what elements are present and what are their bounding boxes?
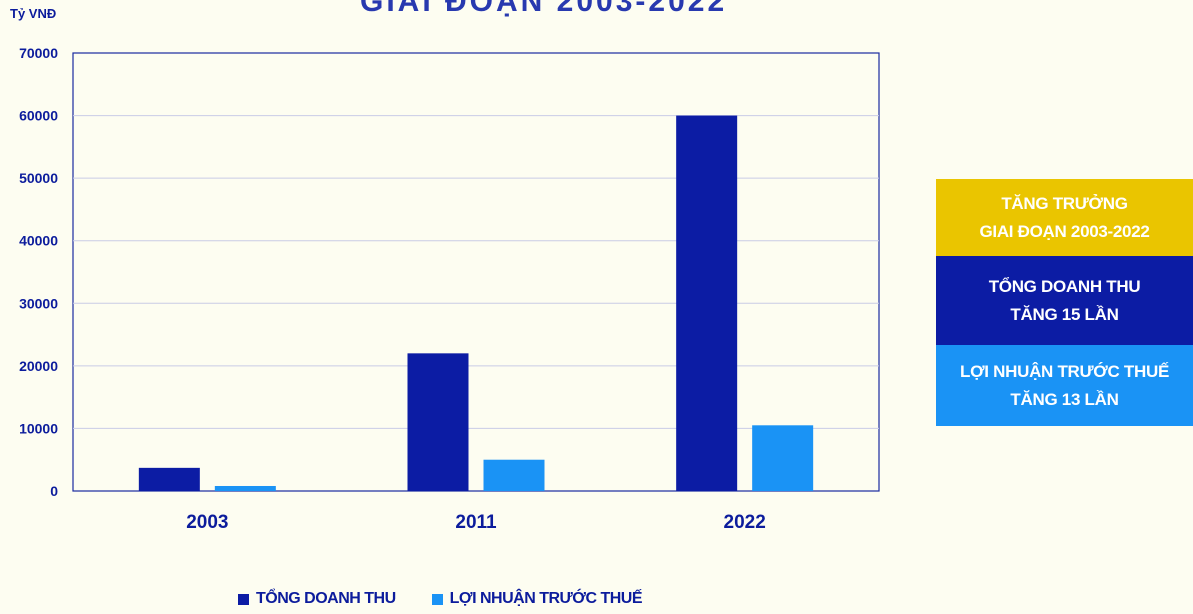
growth-title: TĂNG TRƯỞNG — [1001, 193, 1128, 213]
legend-item-profit: LỢI NHUẬN TRƯỚC THUẾ — [431, 590, 643, 608]
y-tick-label: 20000 — [19, 358, 58, 374]
revenue-growth-title: TỔNG DOANH THU — [988, 276, 1141, 296]
bar-profit — [752, 425, 814, 491]
legend-swatch-profit — [431, 593, 443, 605]
growth-period: GIAI ĐOẠN 2003-2022 — [979, 221, 1150, 241]
y-axis-unit-label: Tỷ VNĐ — [10, 6, 57, 21]
profit-growth-title: LỢI NHUẬN TRƯỚC THUẾ — [960, 361, 1169, 381]
y-tick-label: 40000 — [19, 233, 58, 249]
legend-item-revenue: TỔNG DOANH THU — [238, 590, 396, 608]
legend-swatch-revenue — [238, 593, 249, 605]
legend-label-profit: LỢI NHUẬN TRƯỚC THUẾ — [449, 590, 643, 607]
bar-revenue — [138, 467, 200, 491]
bar-chart: 0 10000 20000 30000 40000 50000 60000 70000 2003… — [19, 45, 880, 533]
x-tick-label: 2003 — [186, 512, 228, 533]
y-tick-label: 0 — [50, 483, 58, 499]
legend-label-revenue: TỔNG DOANH THU — [256, 590, 396, 607]
y-tick-label: 10000 — [19, 420, 58, 436]
chart-legend: TỔNG DOANH THU LỢI NHUẬN TRƯỚC THUẾ — [238, 590, 643, 608]
chart-title: GIAI ĐOẠN 2003-2022 — [360, 0, 728, 18]
x-tick-label: 2011 — [455, 512, 497, 533]
y-tick-label: 60000 — [19, 108, 58, 124]
bar-revenue — [407, 353, 469, 491]
y-tick-label: 70000 — [19, 45, 58, 61]
growth-period-box: TĂNG TRƯỞNG GIAI ĐOẠN 2003-2022 — [936, 179, 1193, 256]
bar-profit — [214, 485, 276, 491]
x-tick-label: 2022 — [724, 512, 766, 533]
plot-frame — [72, 52, 880, 492]
bar-profit — [483, 459, 545, 491]
bar-revenue — [676, 115, 738, 492]
y-tick-label: 30000 — [19, 295, 58, 311]
revenue-growth-box: TỔNG DOANH THU TĂNG 15 LẦN — [936, 256, 1193, 345]
y-tick-label: 50000 — [19, 170, 58, 186]
profit-growth-box: LỢI NHUẬN TRƯỚC THUẾ TĂNG 13 LẦN — [936, 345, 1193, 426]
profit-growth-value: TĂNG 13 LẦN — [1010, 389, 1119, 409]
revenue-growth-value: TĂNG 15 LẦN — [1010, 304, 1119, 324]
